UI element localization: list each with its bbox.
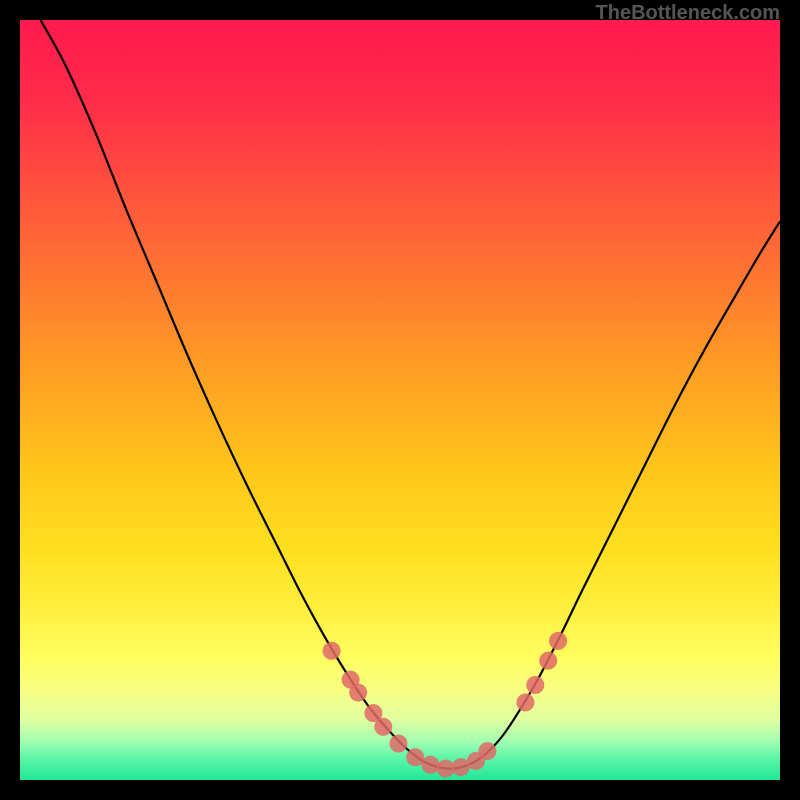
data-marker [526, 676, 544, 694]
data-marker [374, 718, 392, 736]
data-marker [389, 735, 407, 753]
data-marker [478, 742, 496, 760]
bottleneck-chart [20, 20, 780, 780]
data-marker [516, 693, 534, 711]
watermark-text: TheBottleneck.com [596, 2, 780, 25]
data-marker [349, 684, 367, 702]
data-marker [539, 652, 557, 670]
gradient-background [20, 20, 780, 780]
chart-container: TheBottleneck.com [0, 0, 800, 800]
data-marker [549, 632, 567, 650]
data-marker [323, 642, 341, 660]
plot-area [20, 20, 780, 780]
data-marker [437, 760, 455, 778]
data-marker [421, 756, 439, 774]
